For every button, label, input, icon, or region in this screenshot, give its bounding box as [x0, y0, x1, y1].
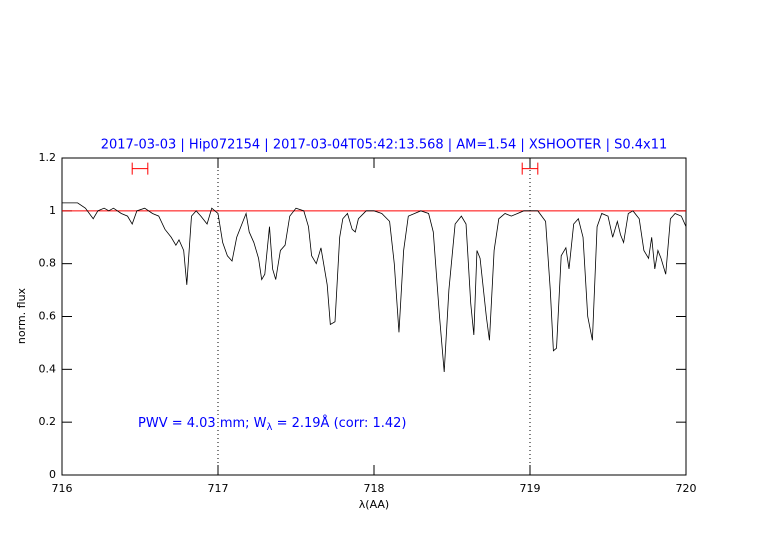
fit-range	[131, 162, 149, 175]
spectrum-line	[62, 202, 687, 373]
y-axis-label: norm. flux	[15, 287, 28, 344]
x-axis-label: λ(AA)	[359, 498, 389, 511]
x-tick-label: 718	[364, 482, 385, 495]
x-tick-label: 717	[208, 482, 229, 495]
annotation-text: PWV = 4.03 mm; W	[138, 416, 267, 431]
annotation-text: = 2.19Å (corr: 1.42)	[272, 415, 406, 431]
y-tick-label: 1	[49, 204, 56, 217]
annotation-subscript: λ	[267, 422, 273, 433]
annotation: PWV = 4.03 mm; Wλ = 2.19Å (corr: 1.42)	[138, 415, 407, 434]
y-tick-label: 0.8	[39, 257, 57, 270]
fit-range	[521, 162, 539, 175]
y-tick-label: 0	[49, 468, 56, 481]
chart-title: 2017-03-03 | Hip072154 | 2017-03-04T05:4…	[101, 138, 668, 153]
y-tick-label: 0.6	[39, 310, 57, 323]
y-tick-label: 0.2	[39, 415, 57, 428]
y-tick-label: 0.4	[39, 362, 57, 375]
y-tick-label: 1.2	[39, 151, 57, 164]
x-tick-label: 716	[52, 482, 73, 495]
x-tick-label: 720	[676, 482, 697, 495]
x-tick-label: 719	[520, 482, 541, 495]
